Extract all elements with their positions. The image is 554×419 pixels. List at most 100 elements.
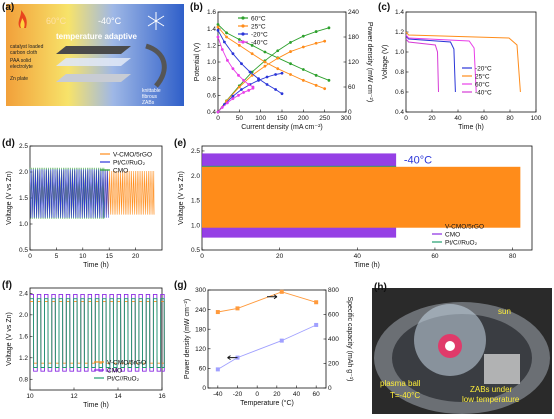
data-point — [274, 73, 277, 76]
x-tick-label: 10 — [26, 393, 34, 400]
data-point — [301, 68, 305, 71]
data-point — [314, 30, 318, 33]
plot-frame — [207, 289, 327, 389]
legend-label: -40°C — [475, 88, 492, 96]
x-tick-label: 14 — [114, 393, 122, 400]
y-tick-label: 1.0 — [19, 221, 28, 228]
x-tick-label: 40 — [293, 391, 301, 398]
data-point — [220, 106, 224, 109]
data-point — [250, 52, 254, 56]
y-tick-label: 300 — [195, 287, 206, 294]
legend-label: V-CMO/5rGO — [445, 223, 484, 230]
legend-label: CMO — [113, 167, 128, 174]
temperature-point — [314, 300, 319, 305]
legend-label: 25°C — [251, 22, 266, 30]
x-tick-label: -40 — [213, 391, 223, 398]
y-tick-label: 1.0 — [395, 49, 404, 56]
x-tick-label: 80 — [509, 253, 517, 260]
data-point — [251, 86, 255, 90]
data-point — [323, 87, 327, 91]
x-axis-title: Temperature (°C) — [240, 399, 294, 407]
data-point — [216, 25, 220, 29]
data-point — [242, 91, 245, 94]
y-tick-label: 1.0 — [191, 222, 200, 229]
x-tick-label: 0 — [28, 253, 32, 260]
legend-marker — [241, 16, 245, 20]
x-tick-label: 60 — [313, 391, 321, 398]
data-point — [231, 67, 235, 71]
label-fibrous: fibrous — [142, 94, 158, 100]
y-tick-label: 180 — [195, 326, 206, 333]
x-tick-label: 60 — [431, 253, 439, 260]
chart-c: 0 20 40 60 80 100 0.4 0.6 0.8 1.0 1.2 1.4 Time (h) Vo… — [382, 9, 542, 131]
legend-label: Pt/C//RuO₂ — [113, 159, 146, 166]
legend-marker — [241, 24, 245, 28]
x-tick-label: 0 — [255, 391, 259, 398]
label-a: (a) — [2, 2, 15, 13]
label-h: (h) — [374, 282, 387, 293]
temperature-point — [235, 306, 240, 311]
label-f: (f) — [2, 280, 12, 291]
data-point — [231, 97, 235, 101]
power-line — [217, 27, 330, 113]
x-tick-label: 100 — [531, 115, 542, 122]
temperature-point — [215, 310, 220, 315]
data-point — [314, 83, 318, 87]
cycling-line — [30, 298, 165, 368]
y-tick-label: 2.5 — [19, 143, 28, 150]
data-point — [289, 73, 292, 76]
data-point — [220, 48, 224, 51]
y-tick-label: 1.4 — [395, 9, 404, 16]
label-sun: sun — [498, 307, 511, 316]
label-zn-plate: Zn plate — [10, 76, 28, 82]
y-tick-label: 1.4 — [207, 26, 216, 33]
temperature-point — [215, 367, 220, 372]
label-carbon-cloth: carbon cloth — [10, 50, 37, 56]
y2-tick-label: 60 — [348, 84, 356, 91]
legend-label: CMO — [445, 231, 460, 238]
label-paa: PAA solid — [10, 58, 31, 64]
x-tick-label: 40 — [354, 253, 362, 260]
data-point — [257, 78, 260, 82]
data-point — [231, 94, 235, 98]
label-d: (d) — [2, 138, 15, 149]
x-tick-label: 0 — [200, 253, 204, 260]
legend-marker — [241, 32, 245, 36]
legend-label: 60°C — [475, 80, 490, 88]
y-tick-label: 2.0 — [19, 169, 28, 176]
data-point — [240, 62, 243, 66]
x-axis-title: Time (h) — [83, 402, 109, 409]
y-axis-title: Voltage (V) — [382, 45, 389, 80]
discharge-line — [405, 35, 456, 93]
data-point — [237, 73, 240, 77]
data-point — [327, 78, 331, 82]
x-tick-label: 300 — [341, 115, 352, 122]
zn-plate-layer — [56, 74, 131, 82]
data-point — [276, 56, 280, 60]
data-point — [240, 88, 243, 91]
label-c: (c) — [378, 2, 391, 13]
y2-tick-label: 0 — [348, 109, 352, 116]
x-tick-label: -20 — [233, 391, 243, 398]
label-60c: 60°C — [46, 16, 67, 26]
cycling-line — [29, 169, 109, 218]
x-tick-label: 100 — [255, 115, 266, 122]
x-tick-label: 20 — [428, 115, 436, 122]
y-tick-label: 0.6 — [207, 93, 216, 100]
y-axis-title: Power density (mW cm⁻²) — [184, 299, 191, 379]
legend-label: V-CMO/5rGO — [113, 151, 152, 158]
temperature-line — [217, 291, 317, 313]
data-point — [247, 88, 251, 92]
y-tick-label: 0.5 — [19, 247, 28, 254]
x-axis-title: Time (h) — [354, 262, 380, 269]
x-tick-label: 5 — [55, 253, 59, 260]
plot-frame — [217, 11, 347, 113]
temperature-point — [279, 338, 284, 343]
legend-label: CMO — [107, 367, 122, 374]
x-axis-title: Current density (mA cm⁻²) — [241, 124, 323, 131]
annotation-minus40: -40°C — [404, 154, 432, 166]
data-point — [250, 43, 254, 47]
x-tick-label: 20 — [132, 253, 140, 260]
x-tick-label: 250 — [319, 115, 330, 122]
discharge-line — [405, 31, 521, 93]
